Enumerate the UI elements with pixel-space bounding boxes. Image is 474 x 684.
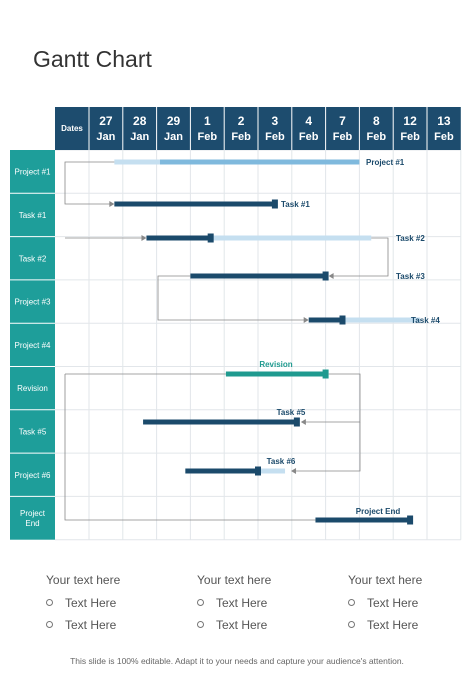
gantt-bar-segment	[225, 371, 326, 377]
connector-line	[157, 275, 307, 321]
arrow-icon	[303, 317, 309, 323]
header-month: Feb	[231, 131, 251, 143]
gantt-bar-segment	[315, 517, 411, 523]
gantt-bar-segment	[190, 273, 326, 279]
bar-label: Revision	[259, 360, 292, 369]
header-month: Jan	[164, 131, 183, 143]
header-month: Feb	[299, 131, 319, 143]
gantt-bar-segment	[146, 235, 211, 241]
bar-label: Task #1	[281, 200, 310, 209]
gantt-bar-segment	[185, 468, 258, 474]
gantt-bar-cap	[271, 199, 278, 209]
header-month: Feb	[367, 131, 387, 143]
header-dates-label: Dates	[61, 124, 83, 133]
row-label: Task #5	[19, 427, 47, 436]
bar-label: Task #3	[396, 272, 425, 281]
gantt-bar-segment	[114, 159, 160, 165]
gantt-bar-segment	[114, 201, 275, 207]
gantt-bar-segment	[143, 419, 297, 425]
bullet-icon	[197, 599, 204, 607]
footer-item: Text Here	[348, 596, 418, 610]
header-day: 12	[403, 114, 417, 128]
gantt-bar-segment	[159, 159, 360, 165]
bullet-icon	[348, 599, 355, 607]
header-day: 2	[238, 114, 245, 128]
bullet-icon	[46, 599, 53, 607]
gantt-bar-segment	[308, 317, 343, 323]
header-month: Feb	[265, 131, 285, 143]
bar-label: Project End	[356, 507, 401, 516]
gantt-bar-segment	[342, 317, 421, 323]
header-day: 4	[305, 114, 312, 128]
gantt-bar-cap	[407, 515, 414, 525]
connector-line	[330, 237, 389, 277]
bar-label: Task #4	[411, 316, 440, 325]
footer-item: Text Here	[197, 596, 267, 610]
connector-line	[302, 373, 361, 423]
bullet-icon	[46, 621, 53, 629]
footer-item: Text Here	[46, 618, 116, 632]
row-label: Project #3	[14, 298, 51, 307]
bar-label: Project #1	[366, 158, 405, 167]
gantt-bar-segment	[210, 235, 372, 241]
header-day: 3	[272, 114, 279, 128]
gantt-bar-cap	[339, 315, 346, 325]
header-day: 7	[339, 114, 346, 128]
bar-label: Task #2	[396, 234, 425, 243]
footer-item: Text Here	[197, 618, 267, 632]
footer-note: This slide is 100% editable. Adapt it to…	[70, 656, 404, 666]
header-day: 29	[167, 114, 181, 128]
footer-item: Text Here	[348, 618, 418, 632]
header-day: 28	[133, 114, 147, 128]
header-month: Feb	[198, 131, 218, 143]
connector-line	[293, 422, 361, 472]
gantt-bar-cap	[255, 466, 261, 476]
arrow-icon	[328, 273, 334, 279]
header-month: Feb	[333, 131, 353, 143]
arrow-icon	[141, 235, 147, 241]
footer-item: Text Here	[46, 596, 116, 610]
footer-heading-3: Your text here	[348, 573, 423, 587]
row-label: Project #4	[14, 341, 51, 350]
page-title: Gantt Chart	[33, 46, 152, 72]
row-label: Task #2	[19, 254, 47, 263]
arrow-icon	[109, 201, 115, 207]
header-month: Feb	[400, 131, 420, 143]
arrow-icon	[300, 419, 306, 425]
sidebar	[10, 150, 55, 540]
arrow-icon	[291, 468, 297, 474]
bar-label: Task #6	[267, 457, 296, 466]
row-label: Project #6	[14, 471, 51, 480]
gantt-bar-segment	[258, 468, 286, 474]
header-day: 1	[204, 114, 211, 128]
header-month: Jan	[96, 131, 115, 143]
header-month: Jan	[130, 131, 149, 143]
gantt-bar-cap	[293, 417, 300, 427]
bar-label: Task #5	[277, 408, 306, 417]
row-label: Revision	[17, 384, 48, 393]
row-label: Project End	[20, 509, 46, 528]
row-label: Task #1	[19, 211, 47, 220]
row-label: Project #1	[14, 168, 51, 177]
bullet-icon	[197, 621, 204, 629]
header-day: 13	[437, 114, 451, 128]
header-day: 27	[99, 114, 113, 128]
footer-heading-1: Your text here	[46, 573, 121, 587]
connector-line	[64, 374, 316, 521]
gantt-bar-cap	[322, 271, 329, 281]
bullet-icon	[348, 621, 355, 629]
header-day: 8	[373, 114, 380, 128]
connector-line	[64, 161, 115, 205]
gantt-bar-cap	[322, 369, 329, 379]
header-month: Feb	[434, 131, 454, 143]
footer-heading-2: Your text here	[197, 573, 272, 587]
gantt-bar-cap	[207, 233, 214, 243]
